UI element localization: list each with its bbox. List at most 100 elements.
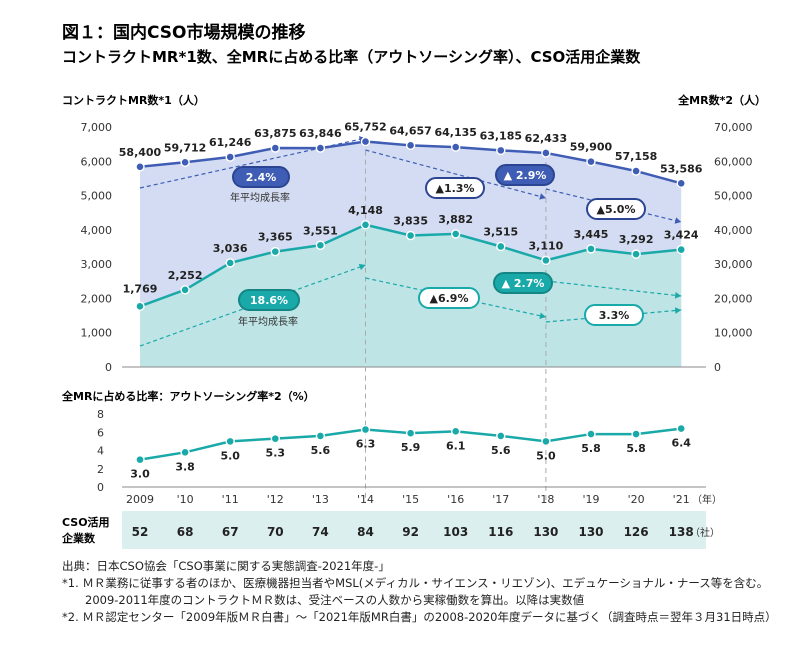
source-note: 出典：日本CSO協会「CSO事業に関する実態調査-2021年度-」: [62, 559, 390, 573]
outsourcing-rate-label: 5.3: [266, 447, 286, 460]
cagr-badge-total-2019-2021-label: ▲5.0%: [597, 203, 636, 216]
contract-mr-data-label: 3,365: [258, 231, 293, 244]
cagr-badge-contract-2014-2018-pill: [418, 287, 480, 309]
cagr-badge-total-2014-2018-label: ▲1.3%: [436, 182, 475, 195]
cagr-badge-total-2018-2021-pill: [495, 164, 555, 186]
left-y-tick-label: 7,000: [81, 121, 113, 134]
contract-mr-trend-arrow: [545, 280, 682, 297]
page-subtitle: コントラクトMR*1数、全MRに占める比率（アウトソーシング率）、CSO活用企業…: [62, 48, 641, 66]
total-mr-data-label: 59,900: [570, 141, 613, 154]
total-mr-trend-arrow: [545, 188, 682, 223]
contract-mr-point: [586, 244, 596, 254]
total-mr-data-label: 53,586: [660, 162, 703, 175]
right-y-tick-label: 70,000: [714, 121, 753, 134]
total-mr-point: [631, 166, 641, 176]
contract-mr-point: [315, 240, 326, 250]
contract-mr-data-label: 2,252: [168, 269, 203, 282]
right-y-tick-label: 0: [714, 361, 721, 374]
cagr-badge-contract-2018-2021-label: ▲ 2.7%: [502, 277, 545, 290]
total-mr-point: [541, 148, 551, 158]
total-mr-trend-arrow-head: [674, 217, 682, 224]
contract-mr-data-label: 3,835: [393, 215, 428, 228]
right-y-tick-label: 50,000: [714, 190, 753, 203]
year-tick-label: '20: [628, 493, 645, 506]
cagr-badge-total-2009-2014-pill: [232, 166, 290, 188]
contract-mr-trend-arrow-head: [539, 312, 546, 319]
outsourcing-rate-point: [225, 436, 235, 447]
contract-mr-point: [676, 244, 686, 255]
left-axis-title: コントラクトMR数*1（人）: [62, 93, 205, 107]
growth-rate-caption-contract: 年平均成長率: [238, 315, 298, 328]
cso-company-count-cell: 103: [443, 525, 468, 539]
cso-company-count-cell: 84: [357, 525, 374, 539]
left-y-tick-label: 3,000: [81, 258, 113, 271]
year-tick-label: '19: [582, 493, 599, 506]
contract-mr-point: [270, 246, 280, 257]
total-mr-data-label: 63,185: [480, 129, 522, 142]
outsourcing-rate-point: [676, 423, 686, 434]
cagr-badge-contract-2009-2014-pill: [238, 289, 300, 311]
total-mr-point: [405, 140, 416, 151]
outsourcing-rate-point: [405, 428, 416, 438]
right-y-tick-label: 60,000: [714, 155, 753, 168]
contract-mr-point: [631, 249, 641, 259]
rate-y-tick-label: 0: [97, 481, 104, 494]
table-band: [122, 511, 706, 549]
contract-mr-data-label: 3,292: [619, 233, 654, 246]
total-mr-point: [270, 143, 280, 153]
table-unit: （社）: [690, 526, 720, 539]
total-mr-point: [135, 162, 145, 172]
total-mr-data-label: 65,752: [344, 121, 386, 134]
footnote-2: *2. ＭＲ認定センター「2009年版ＭＲ白書」～「2021年版MR白書」の20…: [62, 610, 777, 624]
contract-mr-point: [541, 255, 551, 266]
contract-mr-data-label: 1,769: [123, 282, 158, 295]
contract-mr-data-label: 3,424: [664, 229, 699, 242]
table-row-label-line2: 企業数: [61, 531, 96, 545]
outsourcing-rate-label: 6.1: [446, 439, 466, 452]
total-mr-data-label: 64,657: [389, 124, 431, 137]
outsourcing-axis-title: 全MRに占める比率：アウトソーシング率*2（%）: [61, 389, 315, 403]
contract-mr-point: [451, 229, 461, 239]
contract-mr-data-label: 4,148: [348, 204, 383, 217]
rate-y-tick-label: 4: [97, 445, 104, 458]
cso-market-chart: 図１：国内CSO市場規模の推移 コントラクトMR*1数、全MRに占める比率（アウ…: [61, 22, 766, 549]
year-tick-label: '11: [222, 493, 239, 506]
rate-y-tick-label: 8: [97, 408, 104, 421]
total-mr-data-label: 59,712: [164, 141, 206, 154]
total-mr-data-label: 62,433: [525, 132, 567, 145]
year-tick-label: '12: [267, 493, 284, 506]
contract-mr-data-label: 3,036: [213, 242, 248, 255]
year-tick-label: '18: [537, 493, 554, 506]
outsourcing-rate-label: 5.6: [311, 444, 331, 457]
cso-company-count-cell: 68: [177, 525, 194, 539]
contract-mr-data-label: 3,515: [483, 225, 518, 238]
footnote-1: *1. ＭＲ業務に従事する者のほか、医療機器担当者やMSL(メディカル・サイエン…: [62, 576, 769, 590]
outsourcing-rate-point: [315, 431, 326, 441]
left-y-tick-label: 5,000: [81, 190, 113, 203]
year-tick-label: '17: [492, 493, 509, 506]
total-mr-trend-arrow: [365, 149, 547, 199]
outsourcing-rate-label: 6.3: [356, 438, 376, 451]
contract-mr-trend-arrow-head: [674, 292, 682, 299]
cso-company-count-cell: 67: [222, 525, 239, 539]
left-y-tick-label: 1,000: [81, 327, 113, 340]
total-mr-trend-arrow-head: [539, 193, 546, 200]
cagr-badge-total-2014-2018-pill: [425, 177, 485, 199]
cagr-badge-contract-2019-2021-pill: [584, 304, 644, 326]
total-mr-data-label: 63,846: [299, 127, 342, 140]
right-y-tick-label: 40,000: [714, 224, 753, 237]
mr-area-chart: 0 1,000 2,000 3,000 4,000 5,000 6,000 7,000 0 10,…: [81, 121, 753, 503]
total-mr-point: [225, 152, 235, 162]
left-y-tick-label: 2,000: [81, 292, 113, 305]
total-mr-point: [586, 156, 596, 167]
outsourcing-rate-point: [270, 433, 280, 444]
contract-mr-data-label: 3,445: [574, 228, 609, 241]
outsourcing-rate-label: 5.0: [536, 449, 556, 462]
cagr-badge-total-2009-2014-label: 2.4%: [246, 171, 277, 184]
right-y-tick-label: 30,000: [714, 258, 753, 271]
outsourcing-rate-point: [496, 431, 506, 441]
cagr-badge-contract-2018-2021-pill: [493, 272, 553, 294]
footnote-1b: 2009-2011年度のコントラクトＭＲ数は、受注ベースの人数から実稼働数を算出…: [62, 593, 585, 607]
outsourcing-rate-point: [360, 424, 371, 435]
rate-y-tick-label: 2: [97, 463, 104, 476]
